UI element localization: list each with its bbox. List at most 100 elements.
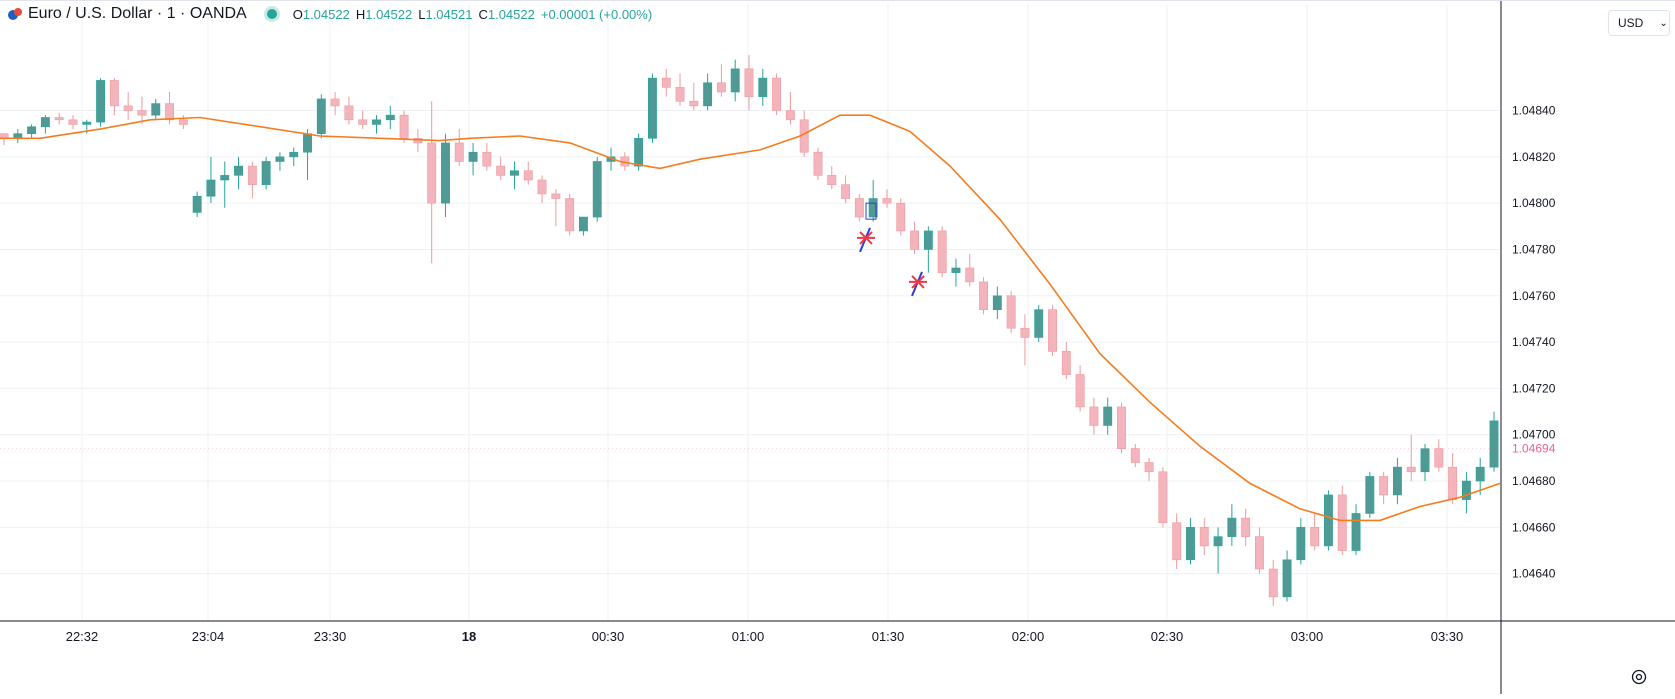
candle-body <box>1434 448 1444 468</box>
candle-body <box>1103 406 1113 426</box>
candle-body <box>716 82 726 93</box>
candle-body <box>896 202 906 232</box>
candle-body <box>1130 448 1140 463</box>
candle-body <box>40 117 50 128</box>
ohlc-change-value: +0.00001 (+0.00%) <box>540 6 653 22</box>
candle-body <box>275 156 285 162</box>
candle-body <box>1379 476 1389 496</box>
x-tick-label: 01:00 <box>732 629 765 644</box>
candle-body <box>579 216 588 232</box>
candle-body <box>1199 527 1209 547</box>
candle-body <box>399 114 409 139</box>
candle-body <box>813 151 823 176</box>
x-tick-label: 02:30 <box>1151 629 1184 644</box>
candle-body <box>1448 466 1458 500</box>
candle-body <box>330 98 340 107</box>
symbol-title[interactable]: Euro / U.S. Dollar · 1 · OANDA <box>28 5 247 22</box>
candle-body <box>882 198 892 204</box>
candle-body <box>1461 480 1471 500</box>
settings-gear-icon[interactable] <box>1630 668 1648 686</box>
candle-body <box>772 77 782 111</box>
candle-body <box>27 126 37 134</box>
candle-body <box>1282 559 1292 598</box>
candle-body <box>220 175 230 181</box>
x-tick-label: 03:00 <box>1291 629 1324 644</box>
candle-body <box>689 100 699 107</box>
candle-body <box>372 119 381 125</box>
candle-body <box>1310 527 1320 547</box>
candle-body <box>992 295 1002 310</box>
candle-body <box>1255 536 1264 570</box>
x-tick-label: 23:04 <box>192 629 225 644</box>
candle-body <box>537 179 547 195</box>
candle-body <box>385 114 395 121</box>
candle-body <box>1296 527 1306 561</box>
x-tick-label: 23:30 <box>314 629 347 644</box>
y-tick-label: 1.04820 <box>1512 150 1556 164</box>
candle-body <box>965 267 975 283</box>
x-tick-label: 18 <box>462 629 476 644</box>
candle-body <box>675 87 685 102</box>
x-tick-label: 03:30 <box>1431 629 1464 644</box>
candle-body <box>1406 466 1416 473</box>
ohlc-values: O1.04522 H1.04522 L1.04521 C1.04522 +0.0… <box>293 7 652 22</box>
marker-star-icon <box>911 275 925 289</box>
candle-body <box>192 195 202 213</box>
y-tick-label: 1.04680 <box>1512 474 1556 488</box>
x-tick-label: 01:30 <box>872 629 905 644</box>
currency-selector[interactable]: USD ⌄ <box>1608 10 1670 36</box>
candle-body <box>151 103 161 116</box>
candle-body <box>344 105 354 121</box>
candle-body <box>234 165 243 176</box>
candle-body <box>358 119 368 125</box>
candle-body <box>523 170 533 181</box>
candle-body <box>454 142 464 162</box>
candle-body <box>854 198 864 218</box>
ohlc-close-key: C <box>478 6 488 22</box>
candle-body <box>661 77 671 88</box>
candle-body <box>910 230 919 250</box>
candle-body <box>1158 471 1168 524</box>
market-status-icon <box>266 9 277 19</box>
candle-body <box>68 119 78 125</box>
candle-body <box>758 77 768 97</box>
candle-body <box>841 184 851 199</box>
candle-body <box>1351 513 1361 551</box>
candle-body <box>647 77 657 139</box>
marker-star-icon <box>859 231 873 245</box>
candle-body <box>1186 527 1195 561</box>
candle-body <box>868 198 878 218</box>
candle-body <box>54 117 64 121</box>
y-tick-label: 1.04640 <box>1512 567 1556 581</box>
y-tick-label: 1.04780 <box>1512 242 1556 256</box>
candle-body <box>96 80 106 123</box>
candle-body <box>1337 494 1347 551</box>
candle-body <box>1075 374 1085 408</box>
candle-body <box>1392 466 1402 496</box>
ohlc-close-value: 1.04522 <box>487 6 535 22</box>
candle-body <box>1420 448 1430 473</box>
candle-body <box>1144 462 1154 473</box>
candle-body <box>82 121 92 125</box>
candle-body <box>496 165 506 176</box>
candle-body <box>165 103 174 121</box>
candle-body <box>1006 295 1016 329</box>
candle-body <box>303 133 312 153</box>
candle-body <box>441 142 450 204</box>
candle-body <box>979 281 988 310</box>
ohlc-low-value: 1.04521 <box>425 6 473 22</box>
selection-box <box>865 202 877 220</box>
candle-body <box>1061 351 1071 375</box>
ohlc-open-value: 1.04522 <box>302 6 350 22</box>
candle-body <box>565 198 575 232</box>
ohlc-high-key: H <box>355 6 366 22</box>
candle-body <box>1034 309 1044 338</box>
x-tick-label: 22:32 <box>66 629 99 644</box>
candle-body <box>744 68 754 97</box>
candle-body <box>1089 406 1099 426</box>
candle-body <box>206 179 216 197</box>
candle-body <box>951 267 961 273</box>
currency-label: USD <box>1618 16 1644 30</box>
